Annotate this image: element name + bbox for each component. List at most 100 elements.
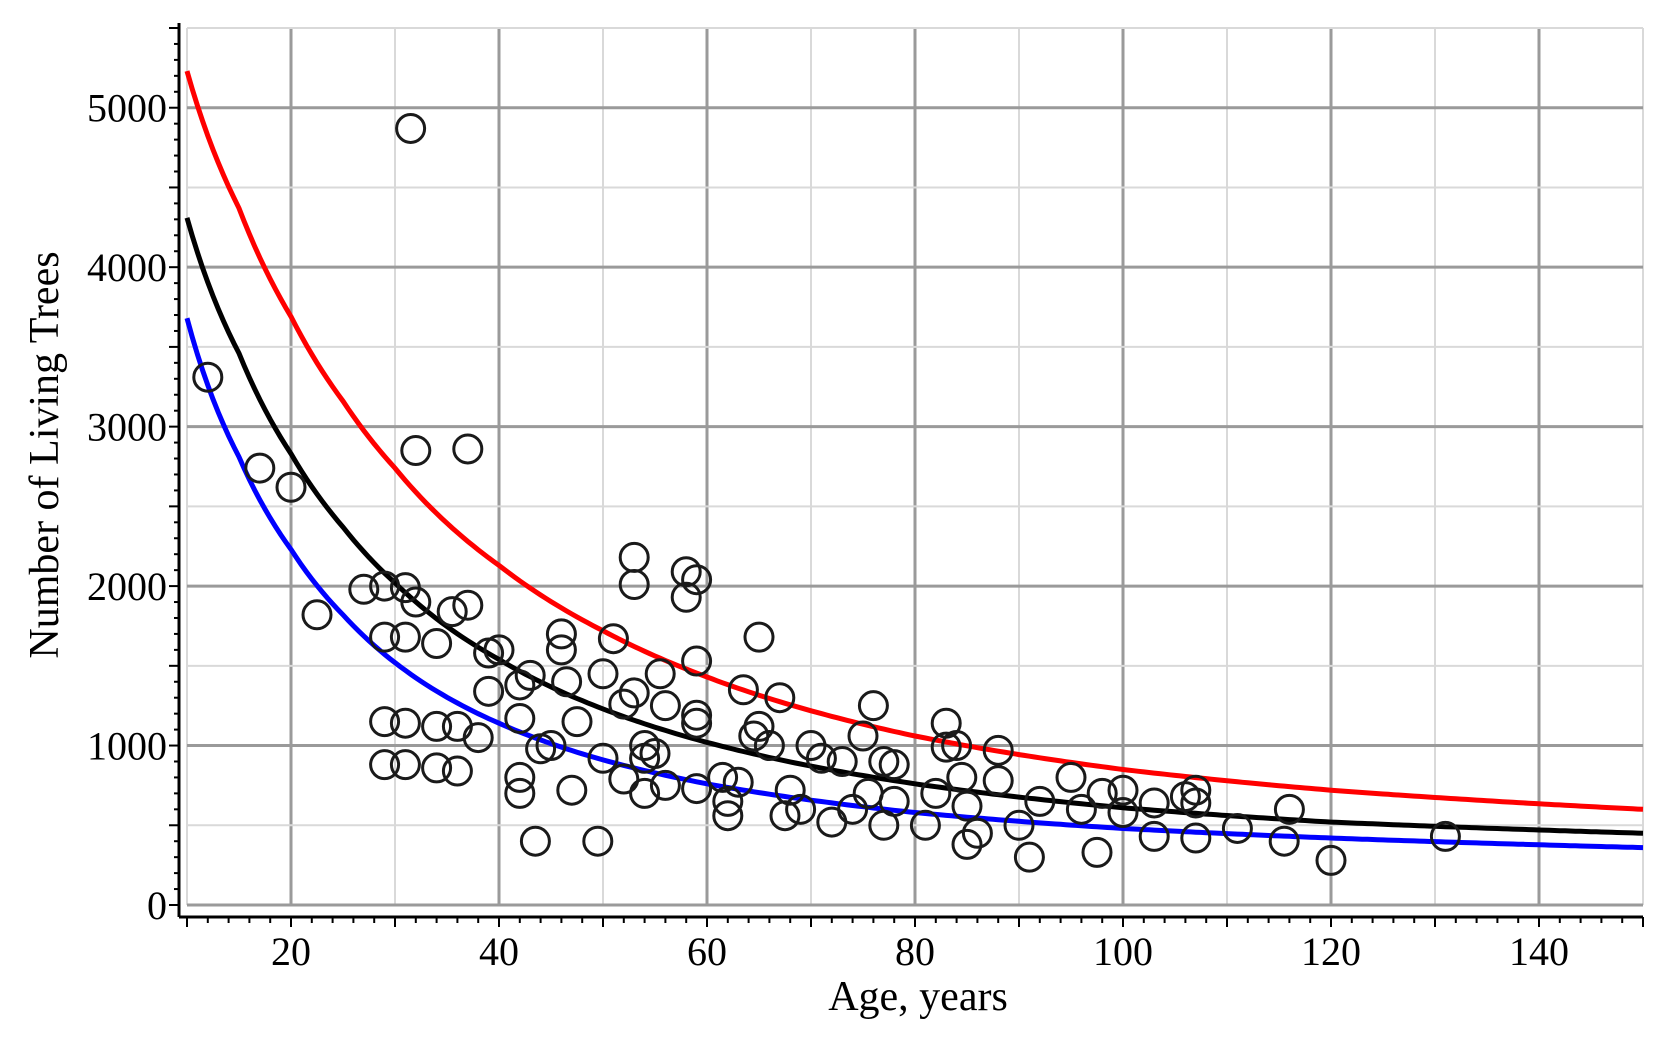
- data-point: [441, 755, 473, 787]
- data-point: [545, 618, 577, 650]
- data-point: [244, 452, 276, 484]
- x-tick-label: 80: [895, 929, 935, 974]
- y-axis-title: Number of Living Trees: [22, 251, 68, 658]
- data-point: [1180, 822, 1212, 854]
- data-point: [753, 730, 785, 762]
- data-point: [852, 777, 884, 809]
- data-point: [369, 706, 401, 738]
- data-point: [920, 777, 952, 809]
- data-point: [743, 621, 775, 653]
- data-point: [608, 763, 640, 795]
- data-point: [743, 710, 775, 742]
- data-point: [1013, 841, 1045, 873]
- data-point: [649, 769, 681, 801]
- data-point: [1268, 825, 1300, 857]
- data-point: [1003, 809, 1035, 841]
- data-point: [681, 773, 713, 805]
- x-tick-label: 100: [1093, 929, 1153, 974]
- data-point: [1169, 781, 1201, 813]
- data-point: [727, 674, 759, 706]
- data-point: [1221, 812, 1253, 844]
- data-point: [681, 699, 713, 731]
- data-point: [275, 471, 307, 503]
- fitted-curves: [184, 70, 1644, 851]
- data-point: [941, 730, 973, 762]
- data-point: [504, 702, 536, 734]
- data-point: [462, 722, 494, 754]
- data-point: [1055, 761, 1087, 793]
- data-point: [649, 690, 681, 722]
- data-point: [369, 621, 401, 653]
- data-point: [847, 720, 879, 752]
- data-point: [629, 777, 661, 809]
- data-point: [712, 785, 744, 817]
- data-point: [389, 621, 421, 653]
- data-point: [395, 112, 427, 144]
- data-point: [504, 761, 536, 793]
- y-tick-label: 4000: [87, 245, 167, 290]
- data-point: [1429, 820, 1461, 852]
- curve-series-1: [184, 217, 1644, 836]
- data-point: [421, 710, 453, 742]
- data-point: [441, 710, 473, 742]
- data-point: [192, 361, 224, 393]
- data-point: [587, 742, 619, 774]
- data-point: [774, 774, 806, 806]
- data-point: [421, 627, 453, 659]
- data-point: [473, 637, 505, 669]
- data-point: [452, 589, 484, 621]
- data-point: [519, 825, 551, 857]
- data-point: [785, 793, 817, 825]
- data-point: [587, 658, 619, 690]
- data-point: [951, 828, 983, 860]
- data-point: [301, 599, 333, 631]
- data-point: [1273, 793, 1305, 825]
- data-point: [670, 581, 702, 613]
- data-point: [618, 677, 650, 709]
- data-point: [618, 541, 650, 573]
- data-point: [582, 825, 614, 857]
- data-point: [826, 745, 858, 777]
- data-point: [878, 785, 910, 817]
- y-tick-label: 2000: [87, 564, 167, 609]
- data-point: [982, 734, 1014, 766]
- data-point: [1315, 844, 1347, 876]
- data-point: [545, 634, 577, 666]
- x-tick-label: 60: [687, 929, 727, 974]
- data-point: [670, 556, 702, 588]
- data-point: [681, 645, 713, 677]
- data-point: [618, 568, 650, 600]
- data-point: [348, 573, 380, 605]
- data-point: [400, 586, 432, 618]
- y-tick-label: 5000: [87, 86, 167, 131]
- y-tick-label: 0: [147, 883, 167, 928]
- x-axis-title: Age, years: [828, 974, 1008, 1020]
- data-point: [816, 806, 848, 838]
- data-point: [837, 793, 869, 825]
- data-point: [1065, 793, 1097, 825]
- data-point: [712, 800, 744, 832]
- data-point: [436, 596, 468, 628]
- data-point: [535, 730, 567, 762]
- data-point: [608, 688, 640, 720]
- data-point: [400, 435, 432, 467]
- y-tick-label: 3000: [87, 405, 167, 450]
- data-point: [452, 433, 484, 465]
- data-point: [597, 623, 629, 655]
- data-point: [961, 817, 993, 849]
- data-point: [1024, 785, 1056, 817]
- data-point: [369, 570, 401, 602]
- data-point: [1107, 797, 1139, 829]
- data-point: [722, 766, 754, 798]
- data-point: [878, 749, 910, 781]
- data-point: [421, 752, 453, 784]
- data-point: [909, 809, 941, 841]
- data-point: [946, 761, 978, 793]
- data-point: [982, 765, 1014, 797]
- data-point: [1138, 787, 1170, 819]
- data-points: [192, 112, 1461, 876]
- data-point: [1107, 774, 1139, 806]
- data-point: [1180, 774, 1212, 806]
- y-tick-labels: 0 1000 2000 3000 4000 5000: [87, 86, 167, 928]
